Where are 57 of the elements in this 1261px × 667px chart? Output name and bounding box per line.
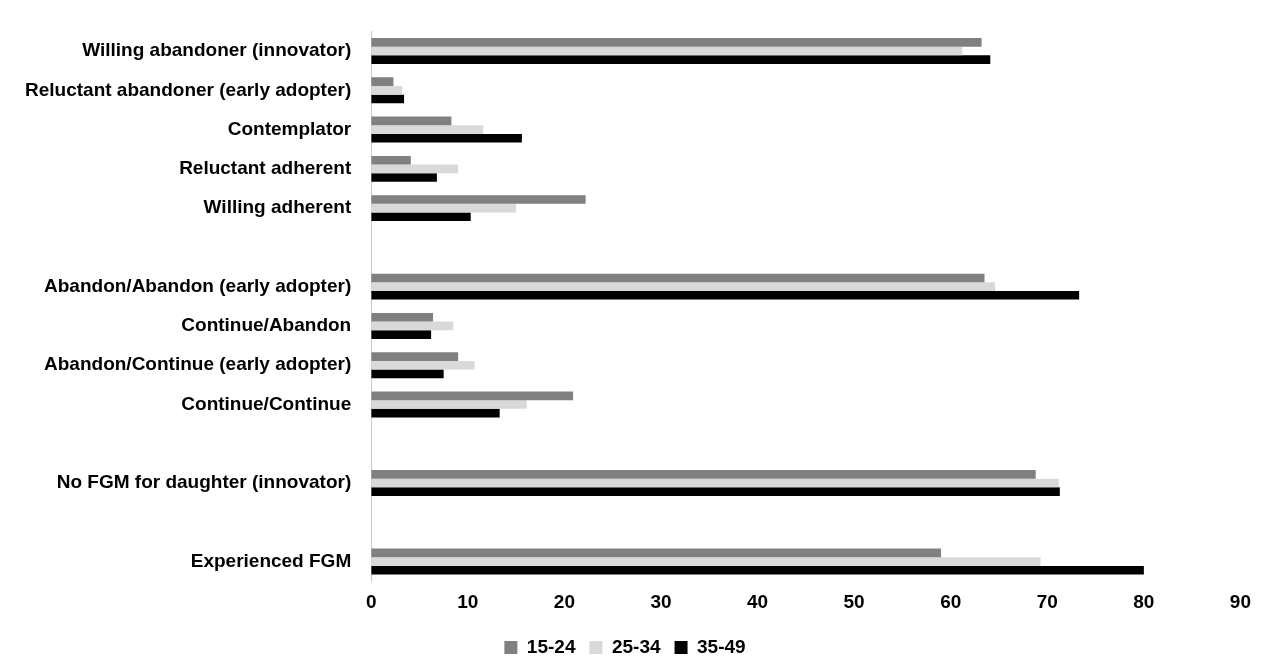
bar xyxy=(371,55,991,64)
bar xyxy=(371,487,1060,496)
bar xyxy=(371,38,982,47)
y-tick-label: Abandon/Continue (early adopter) xyxy=(44,353,352,375)
bar xyxy=(371,321,454,331)
bar xyxy=(371,312,434,322)
bar xyxy=(371,470,1036,479)
bar xyxy=(371,195,586,204)
bar xyxy=(371,273,985,283)
bar xyxy=(371,173,437,182)
bar xyxy=(371,391,574,401)
y-tick-label: Experienced FGM xyxy=(190,549,352,571)
x-tick-label: 20 xyxy=(553,590,575,612)
y-tick-label: No FGM for daughter (innovator) xyxy=(56,471,352,493)
bar xyxy=(371,330,432,339)
bar xyxy=(371,290,1080,300)
x-tick-label: 40 xyxy=(746,590,769,612)
bar xyxy=(371,565,1144,575)
bar xyxy=(371,360,475,370)
bar xyxy=(371,408,500,418)
legend-label: 25-34 xyxy=(611,635,661,657)
bar xyxy=(371,77,394,86)
y-tick-label: Reluctant abandoner (early adopter) xyxy=(24,78,352,100)
y-tick-label: Abandon/Abandon (early adopter) xyxy=(44,274,352,296)
x-tick-label: 30 xyxy=(650,590,672,612)
y-tick-label: Contemplator xyxy=(227,117,352,139)
bar xyxy=(371,557,1041,566)
bar xyxy=(371,400,527,409)
bar xyxy=(371,352,459,361)
bar xyxy=(371,94,405,104)
y-tick-label: Willing adherent xyxy=(203,196,352,218)
x-tick-label: 60 xyxy=(940,590,962,612)
bar xyxy=(371,133,522,143)
bar xyxy=(371,155,411,165)
x-tick-label: 0 xyxy=(365,590,377,612)
x-tick-label: 10 xyxy=(457,590,479,612)
y-tick-label: Willing abandoner (innovator) xyxy=(82,39,352,61)
bar xyxy=(371,478,1059,488)
y-tick-label: Continue/Continue xyxy=(181,392,352,414)
bar xyxy=(371,212,471,222)
x-tick-label: 50 xyxy=(843,590,865,612)
bar xyxy=(371,282,996,291)
x-tick-label: 80 xyxy=(1133,590,1155,612)
bar xyxy=(371,203,517,213)
bar xyxy=(371,125,484,134)
bar xyxy=(371,369,444,379)
legend-label: 15-24 xyxy=(526,635,576,657)
x-tick-label: 70 xyxy=(1036,590,1058,612)
bar xyxy=(371,164,459,174)
y-tick-label: Reluctant adherent xyxy=(179,157,352,179)
bar xyxy=(371,548,942,558)
bar xyxy=(371,46,963,56)
y-tick-label: Continue/Abandon xyxy=(181,314,352,336)
bar xyxy=(371,116,452,126)
x-tick-label: 90 xyxy=(1229,590,1251,612)
bar xyxy=(371,85,403,95)
legend-label: 35-49 xyxy=(697,635,746,657)
